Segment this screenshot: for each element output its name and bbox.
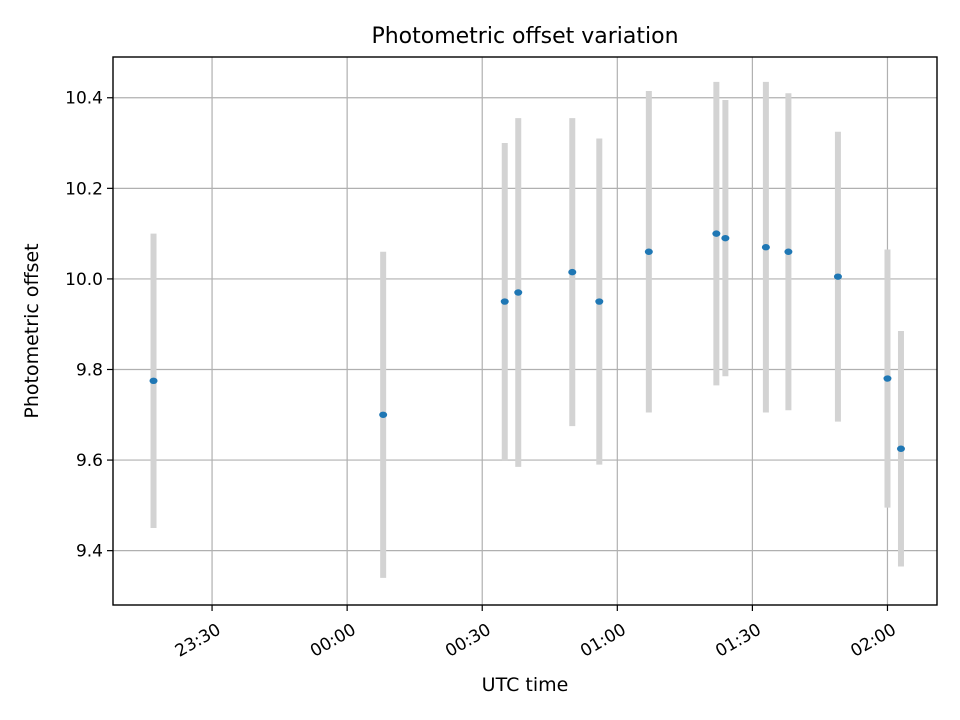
x-tick-label: 23:30 [172, 620, 224, 662]
data-point [379, 411, 388, 418]
data-point [500, 298, 509, 305]
x-tick-label: 00:00 [307, 620, 359, 662]
data-point [568, 268, 577, 276]
data-point [149, 377, 158, 385]
plot-frame [112, 56, 938, 606]
data-point [761, 244, 770, 251]
x-tick-label: 01:30 [712, 620, 764, 662]
data-point [833, 273, 842, 280]
x-tick-label: 02:00 [847, 620, 899, 662]
y-tick-label: 9.6 [76, 451, 103, 471]
data-point [595, 298, 604, 305]
y-tick-label: 10.2 [65, 179, 103, 199]
data-point [883, 375, 892, 382]
y-tick-label: 9.4 [76, 542, 103, 562]
y-axis-label: Photometric offset [21, 243, 43, 418]
y-tick-label: 10.4 [65, 89, 103, 109]
data-point [721, 234, 730, 242]
y-tick-label: 9.8 [76, 360, 103, 380]
x-axis-label: UTC time [482, 674, 569, 696]
data-point [644, 248, 653, 255]
data-point [896, 445, 905, 452]
data-point [712, 230, 721, 237]
x-tick-label: 00:30 [442, 620, 494, 662]
x-tick-label: 01:00 [577, 620, 629, 662]
y-tick-label: 10.0 [65, 270, 103, 290]
errorbar-layer [150, 81, 904, 578]
chart-title: Photometric offset variation [371, 24, 678, 49]
data-point [784, 248, 793, 255]
grid-layer [113, 57, 937, 605]
point-layer [149, 230, 905, 452]
data-point [514, 289, 523, 296]
